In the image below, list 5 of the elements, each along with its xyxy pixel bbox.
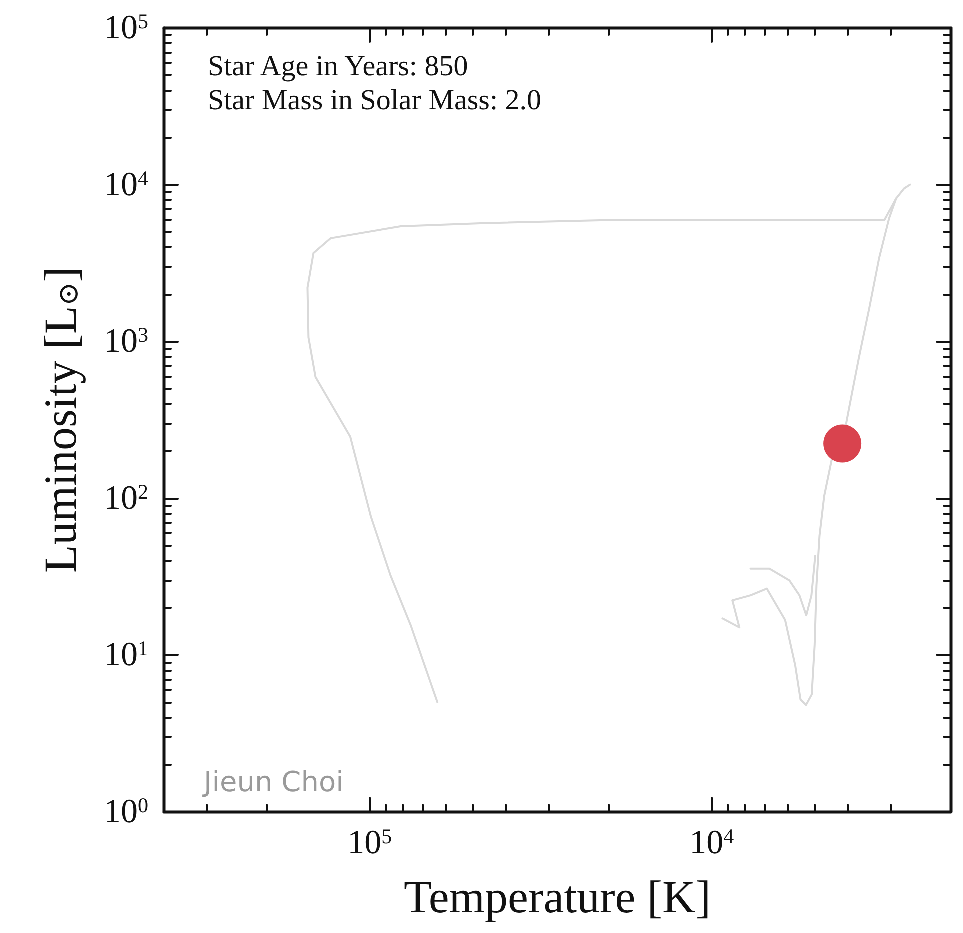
annotation: Jieun Choi bbox=[202, 766, 344, 798]
annotation: Star Mass in Solar Mass: 2.0 bbox=[208, 84, 542, 116]
y-axis-title: Luminosity [L⊙] bbox=[34, 266, 86, 574]
x-axis-title: Temperature [K] bbox=[404, 872, 712, 922]
annotation: Star Age in Years: 850 bbox=[208, 50, 468, 82]
